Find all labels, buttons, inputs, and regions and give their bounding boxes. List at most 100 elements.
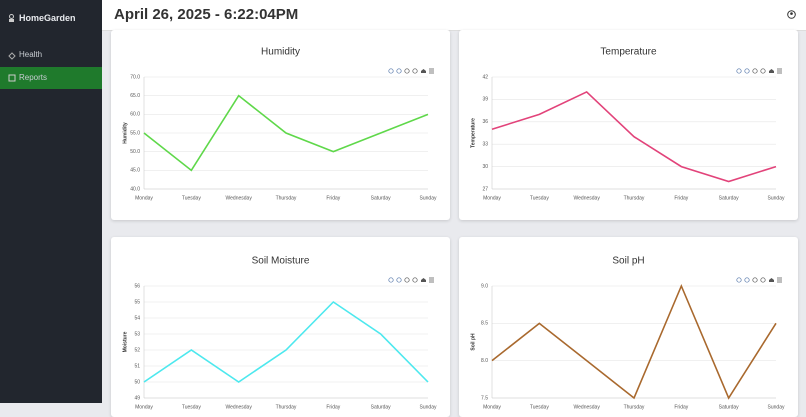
- toolbar-icon: [412, 277, 418, 283]
- x-tick-label: Thursday: [624, 404, 645, 410]
- y-tick-label: 8.0: [481, 358, 488, 364]
- nav-icon: [8, 74, 16, 82]
- toolbar-icon: [421, 69, 426, 73]
- chart-card: Soil pH 7.5 8.0 8.5 9.0 Monday Tuesday Wednesda…: [459, 237, 798, 417]
- x-tick-label: Thursday: [624, 195, 645, 201]
- y-tick-label: 45.0: [130, 168, 140, 174]
- toolbar-icon: [388, 68, 394, 74]
- chart: Temperature 27 30 33 36 39 42 Monday Tuesday Wedn…: [470, 47, 785, 202]
- y-tick-label: 7.5: [481, 395, 488, 401]
- x-tick-label: Sunday: [768, 195, 785, 201]
- y-tick-label: 54: [134, 315, 140, 321]
- y-tick-label: 70.0: [130, 74, 140, 80]
- toolbar-icon: [760, 68, 766, 74]
- chart-title: Soil pH: [612, 256, 644, 267]
- x-tick-label: Monday: [483, 404, 501, 410]
- line: [143, 300, 429, 383]
- x-tick-label: Thursday: [276, 195, 297, 201]
- toolbar-icon: [752, 277, 758, 283]
- chart-card: Temperature 27 30 33 36 39 42 Monday Tuesday Wedn…: [459, 30, 798, 220]
- y-tick-label: 33: [482, 142, 488, 148]
- line: [491, 90, 777, 183]
- y-tick-label: 50.0: [130, 149, 140, 155]
- y-tick-label: 42: [482, 74, 488, 80]
- chart: Soil Moisture 49 50 51 52 53 54 55 56 Monday Tuesd…: [122, 256, 437, 411]
- y-tick-label: 8.5: [481, 321, 488, 327]
- x-tick-label: Friday: [674, 195, 688, 201]
- nav-item[interactable]: Reports: [0, 67, 102, 89]
- y-tick-label: 36: [482, 119, 488, 125]
- y-tick-label: 65.0: [130, 93, 140, 99]
- y-tick-label: 40.0: [130, 186, 140, 192]
- y-axis-label: Moisture: [122, 331, 128, 352]
- y-tick-label: 50: [134, 379, 140, 385]
- user-icon[interactable]: [787, 10, 796, 19]
- toolbar-icon: [404, 68, 410, 74]
- toolbar-icon: [396, 68, 402, 74]
- y-tick-label: 27: [482, 186, 488, 192]
- chart-title: Soil Moisture: [252, 256, 310, 267]
- toolbar-icon: [760, 277, 766, 283]
- x-tick-label: Tuesday: [530, 195, 549, 201]
- toolbar-icon: [429, 277, 434, 283]
- toolbar-icon: [736, 277, 742, 283]
- x-tick-label: Saturday: [371, 195, 392, 201]
- x-tick-label: Sunday: [768, 404, 785, 410]
- nav-label[interactable]: Health: [19, 50, 43, 59]
- x-tick-label: Saturday: [719, 195, 740, 201]
- toolbar-icon: [396, 277, 402, 283]
- toolbar-icon: [769, 278, 774, 282]
- x-tick-label: Wednesday: [574, 195, 601, 201]
- nav-item[interactable]: Health: [0, 44, 102, 66]
- header: April 26, 2025 - 6:22:04PM: [102, 0, 806, 31]
- toolbar-icon: [777, 68, 782, 74]
- y-tick-label: 52: [134, 347, 140, 353]
- chart-title: Temperature: [600, 47, 657, 58]
- y-tick-label: 51: [134, 363, 140, 369]
- toolbar-icon: [744, 277, 750, 283]
- toolbar-icon: [744, 68, 750, 74]
- y-tick-label: 39: [482, 97, 488, 103]
- brand: HomeGarden: [19, 13, 76, 23]
- y-axis-label: Soil pH: [470, 333, 476, 351]
- toolbar-icon: [404, 277, 410, 283]
- toolbar-icon: [388, 277, 394, 283]
- chart: Soil pH 7.5 8.0 8.5 9.0 Monday Tuesday Wednesda…: [470, 256, 785, 411]
- y-tick-label: 55: [134, 299, 140, 305]
- y-axis-label: Humidity: [122, 122, 128, 144]
- x-tick-label: Sunday: [420, 404, 437, 410]
- chart-card: Humidity 40.0 45.0 50.0 55.0 60.0 65.0 70.0 Mond…: [111, 30, 450, 220]
- x-tick-label: Friday: [326, 195, 340, 201]
- y-tick-label: 9.0: [481, 283, 488, 289]
- toolbar-icon: [421, 278, 426, 282]
- x-tick-label: Sunday: [420, 195, 437, 201]
- y-tick-label: 30: [482, 164, 488, 170]
- toolbar-icon: [429, 68, 434, 74]
- x-tick-label: Tuesday: [182, 195, 201, 201]
- x-tick-label: Tuesday: [182, 404, 201, 410]
- toolbar-icon: [777, 277, 782, 283]
- x-tick-label: Wednesday: [226, 404, 253, 410]
- chart-card: Soil Moisture 49 50 51 52 53 54 55 56 Monday Tuesd…: [111, 237, 450, 417]
- y-tick-label: 53: [134, 331, 140, 337]
- chart-title: Humidity: [261, 47, 300, 58]
- x-tick-label: Wednesday: [574, 404, 601, 410]
- chart: Humidity 40.0 45.0 50.0 55.0 60.0 65.0 70.0 Mond…: [122, 47, 437, 202]
- brand-icon: [9, 14, 14, 22]
- x-tick-label: Friday: [674, 404, 688, 410]
- header-title: April 26, 2025 - 6:22:04PM: [114, 6, 299, 23]
- x-tick-label: Wednesday: [226, 195, 253, 201]
- x-tick-label: Friday: [326, 404, 340, 410]
- line: [491, 283, 777, 400]
- y-tick-label: 56: [134, 283, 140, 289]
- y-tick-label: 49: [134, 395, 140, 401]
- y-tick-label: 60.0: [130, 112, 140, 118]
- x-tick-label: Tuesday: [530, 404, 549, 410]
- x-tick-label: Saturday: [371, 404, 392, 410]
- x-tick-label: Thursday: [276, 404, 297, 410]
- toolbar-icon: [736, 68, 742, 74]
- nav-label[interactable]: Reports: [19, 73, 48, 82]
- y-tick-label: 55.0: [130, 130, 140, 136]
- sidebar: HomeGarden Health Reports: [0, 0, 102, 403]
